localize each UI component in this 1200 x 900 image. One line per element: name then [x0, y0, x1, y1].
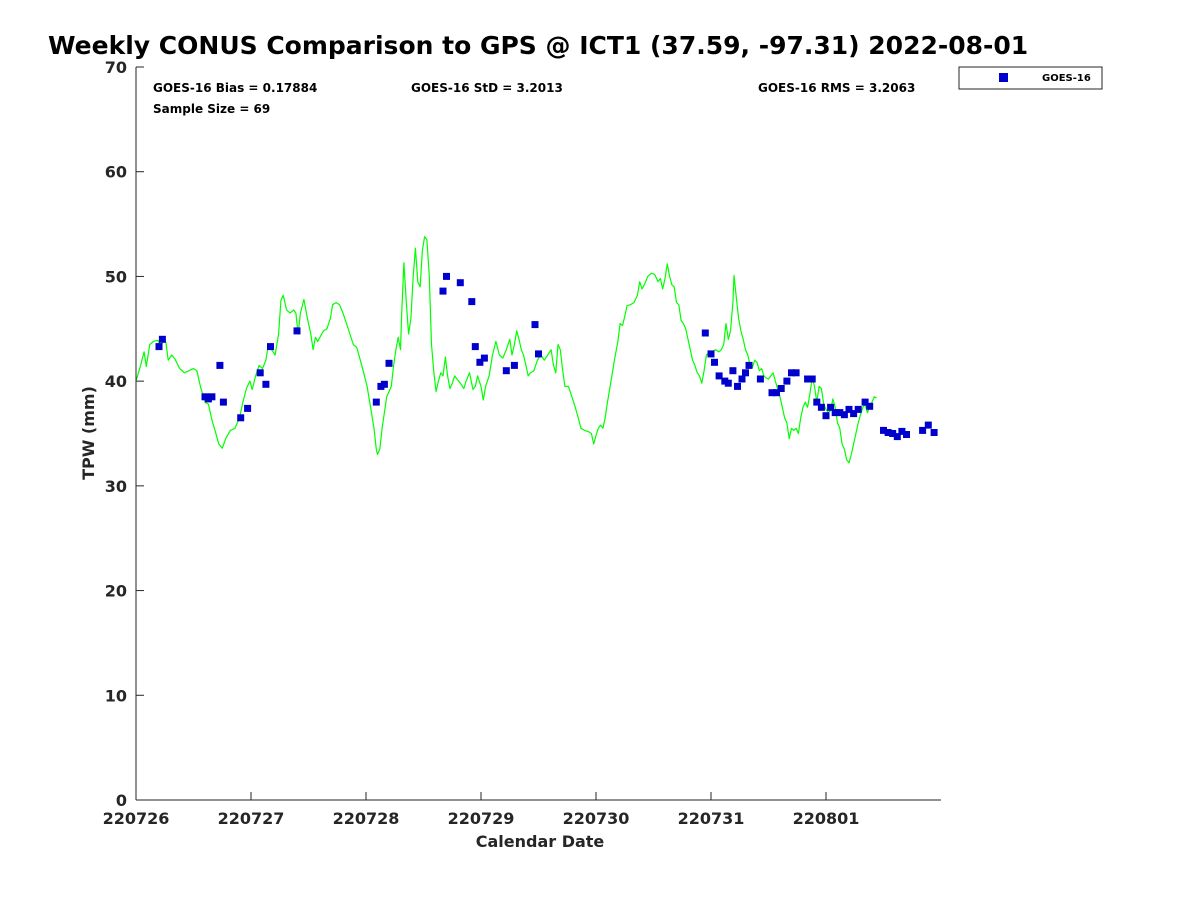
goes16-point: [742, 369, 749, 377]
goes16-point: [817, 403, 825, 411]
y-tick-label: 10: [105, 686, 127, 705]
goes16-point: [510, 361, 518, 369]
goes16-point: [893, 433, 901, 441]
goes16-point: [813, 398, 821, 406]
goes16-point: [256, 369, 264, 377]
goes16-point: [372, 398, 380, 406]
goes16-point: [792, 369, 800, 377]
legend-label: GOES-16: [1042, 73, 1091, 84]
x-tick-label: 220801: [793, 809, 860, 828]
goes16-point: [468, 298, 476, 306]
legend-marker: [999, 73, 1008, 82]
goes16-point: [443, 272, 450, 280]
legend: GOES-16: [958, 66, 1103, 90]
goes16-point: [456, 279, 464, 287]
goes16-point: [919, 426, 927, 434]
x-tick-label: 220728: [333, 809, 400, 828]
goes16-point: [724, 379, 732, 387]
goes16-point: [827, 403, 835, 411]
y-tick-label: 0: [116, 791, 127, 810]
goes16-point: [930, 429, 938, 436]
goes16-point: [715, 372, 723, 380]
goes16-point: [244, 404, 252, 412]
y-tick-label: 60: [105, 163, 127, 182]
goes16-point: [788, 369, 795, 377]
goes16-point: [903, 431, 910, 438]
y-axis-label: TPW (mm): [79, 386, 98, 480]
goes16-point: [924, 421, 932, 429]
goes16-point: [756, 375, 764, 383]
gps-series-line: [135, 236, 877, 464]
x-tick-label: 220729: [448, 809, 515, 828]
goes16-point: [701, 329, 709, 337]
sample-size-stat: Sample Size = 69: [153, 102, 270, 116]
y-tick-label: 40: [105, 372, 127, 391]
goes16-point: [880, 426, 887, 434]
goes16-point: [531, 321, 539, 329]
goes16-point: [845, 405, 853, 413]
goes16-point: [502, 367, 510, 375]
goes16-point: [471, 343, 479, 351]
y-tick-label: 30: [105, 477, 127, 496]
goes16-point: [768, 389, 776, 397]
rms-stat: GOES-16 RMS = 3.2063: [758, 81, 915, 95]
goes16-point: [804, 375, 812, 383]
goes16-point: [707, 350, 715, 358]
chart-title: Weekly CONUS Comparison to GPS @ ICT1 (3…: [48, 31, 1028, 60]
goes16-point: [385, 359, 393, 367]
goes16-point: [884, 429, 892, 436]
goes16-point: [158, 335, 166, 343]
legend-box: [958, 66, 1103, 90]
goes16-point: [237, 414, 245, 422]
goes16-point: [535, 350, 542, 358]
x-tick-label: 220731: [678, 809, 745, 828]
plot-area: [136, 67, 941, 800]
goes16-point: [840, 411, 848, 419]
goes16-point: [380, 380, 388, 388]
x-axis-label: Calendar Date: [476, 832, 605, 851]
goes16-point: [836, 409, 844, 417]
goes16-point: [898, 427, 906, 435]
goes16-point: [850, 410, 858, 418]
y-tick-label: 50: [105, 267, 127, 286]
x-tick-label: 220727: [218, 809, 285, 828]
goes16-point: [729, 367, 737, 375]
goes16-point: [745, 361, 753, 369]
goes16-point: [831, 409, 839, 417]
goes16-point: [476, 358, 484, 366]
goes16-point: [480, 354, 488, 362]
std-stat: GOES-16 StD = 3.2013: [411, 81, 563, 95]
goes16-point: [293, 327, 301, 335]
goes16-point: [262, 380, 270, 388]
goes16-point: [777, 385, 785, 392]
y-tick-label: 70: [105, 58, 127, 77]
goes16-point: [783, 377, 791, 385]
goes16-point: [808, 375, 816, 383]
goes16-point: [711, 358, 718, 366]
x-tick-label: 220730: [563, 809, 630, 828]
y-tick-label: 20: [105, 582, 127, 601]
goes16-point: [216, 361, 224, 369]
goes16-point: [219, 398, 227, 406]
goes16-point: [734, 382, 741, 390]
goes16-point: [773, 389, 780, 397]
goes16-point: [822, 412, 830, 420]
bias-stat: GOES-16 Bias = 0.17884: [153, 81, 317, 95]
x-tick-label: 220726: [103, 809, 170, 828]
goes16-point: [866, 402, 874, 410]
goes16-point: [854, 405, 862, 413]
goes16-point: [861, 398, 869, 406]
goes16-point: [889, 430, 897, 437]
goes16-point: [439, 287, 447, 295]
goes16-point: [267, 343, 274, 351]
goes16-point: [208, 393, 216, 401]
goes16-point: [738, 375, 746, 383]
goes16-point: [155, 343, 163, 351]
